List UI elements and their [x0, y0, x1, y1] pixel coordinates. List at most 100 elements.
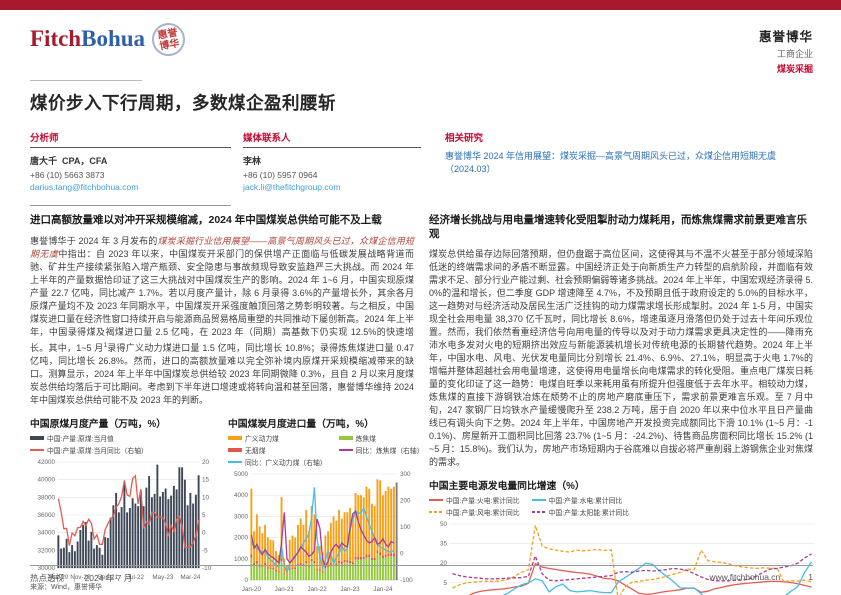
svg-text:40000: 40000 — [37, 476, 55, 483]
svg-text:100: 100 — [400, 524, 411, 531]
legend-line-swatch-icon — [429, 499, 443, 502]
analyst-name-row: 唐大千 CPA，CFA — [30, 154, 231, 167]
media-heading: 媒体联系人 — [243, 130, 421, 148]
header-meta: 惠誉博华 工商企业 煤炭采掘 — [759, 22, 813, 75]
svg-text:Jan-23: Jan-23 — [340, 586, 360, 593]
chart-title: 中国煤炭月度进口量（万吨，%） — [228, 418, 374, 430]
top-accent-bar — [0, 0, 841, 10]
svg-text:Jan-22: Jan-22 — [307, 586, 327, 593]
svg-text:38000: 38000 — [37, 494, 55, 501]
legend-item: 中国:产量:水电:累计同比 — [531, 495, 629, 505]
svg-text:32000: 32000 — [37, 547, 55, 554]
analyst-phone: +86 (10) 5663 3873 — [30, 170, 105, 180]
logo-fitch-text: Fitch — [30, 26, 82, 51]
svg-text:Nov-20: Nov-20 — [70, 574, 91, 581]
legend-line-swatch-icon — [429, 511, 443, 514]
chart-plot: -25-105203550Feb-20Aug-20Feb-21Aug-21Feb… — [429, 519, 815, 595]
right-section-heading: 经济增长挑战与用电量增速转化受阻掣肘动力煤耗用，而炼焦煤需求前景更难言乐观 — [429, 214, 807, 240]
svg-text:3000: 3000 — [234, 513, 249, 520]
svg-text:200: 200 — [400, 497, 411, 504]
legend-item: 中国:产量:原煤:当月值 — [30, 433, 148, 443]
charts-pair: 中国原煤月度产量（万吨，%） 中国:产量:原煤:当月值 中国:产量:原煤:当月同比… — [30, 416, 424, 595]
analysts-block: 分析师 唐大千 CPA，CFA +86 (10) 5663 3873 dariu… — [30, 130, 231, 192]
legend-item: 炼焦煤 — [338, 433, 424, 443]
media-name: 李林 — [243, 156, 262, 166]
chart-coal-monthly-imports: 中国煤炭月度进口量（万吨，%） 广义动力煤无烟煤同比：广义动力煤（右轴） 炼焦煤同… — [228, 416, 424, 595]
chart-legend: 广义动力煤无烟煤同比：广义动力煤（右轴） 炼焦煤同比：炼焦煤（右轴） — [228, 433, 424, 467]
svg-text:May-23: May-23 — [152, 574, 173, 581]
sector-label: 工商企业 — [776, 49, 813, 59]
svg-text:2000: 2000 — [234, 534, 249, 541]
chart-plot: 0 1000 2000 3000 4000 5000 -100 0 100 200 300 Jan-2… — [228, 469, 424, 593]
logo-bohua-text: Bohua — [81, 26, 146, 51]
industry-label: 煤炭采掘 — [776, 64, 813, 74]
svg-text:300: 300 — [400, 471, 411, 478]
legend-line-swatch-icon — [228, 460, 242, 463]
brand-name: 惠誉博华 — [758, 30, 813, 44]
svg-text:36000: 36000 — [37, 512, 55, 519]
bohua-seal-icon: 惠誉 博华 — [149, 19, 188, 59]
svg-text:Mar-20: Mar-20 — [48, 574, 68, 581]
related-link-text: 惠誉博华 2024 年信用展望：煤炭采掘—高景气周期风头已过，众煤企信用短期无虞 — [445, 151, 777, 161]
right-column: 经济增长挑战与用电量增速转化受阻掣肘动力煤耗用，而炼焦煤需求前景更难言乐观 煤炭… — [429, 214, 815, 595]
page-number: 1 — [808, 572, 813, 582]
analyst-credentials: CPA，CFA — [62, 156, 108, 166]
legend-line-swatch-icon — [531, 511, 546, 514]
media-phone: +86 (10) 5957 0964 — [243, 170, 318, 180]
related-research-block: 相关研究 惠誉博华 2024 年信用展望：煤炭采掘—高景气周期风头已过，众煤企信… — [445, 130, 813, 192]
legend-item: 无烟煤 — [228, 445, 327, 455]
svg-text:42000: 42000 — [37, 459, 55, 466]
analysts-heading: 分析师 — [30, 130, 231, 148]
title-divider — [30, 80, 142, 81]
svg-text:34000: 34000 — [37, 529, 55, 536]
right-body-paragraph: 煤炭总供给虽存边际回落预期，但仍盘踞于高位区间，这使得其与不温不火甚至于部分领域… — [429, 249, 813, 468]
svg-text:Jan-24: Jan-24 — [373, 586, 393, 593]
page-title: 煤价步入下行周期，多数煤企盈利腰斩 — [30, 93, 336, 113]
legend-item: 同比：广义动力煤（右轴） — [228, 457, 327, 467]
svg-text:Jan-21: Jan-21 — [275, 586, 295, 593]
related-research-link[interactable]: 惠誉博华 2024 年信用展望：煤炭采掘—高景气周期风头已过，众煤企信用短期无虞… — [445, 150, 813, 176]
left-body-paragraph: 惠誉博华于 2024 年 3 月发布的煤炭采掘行业信用展望——高景气周期风头已过… — [30, 235, 414, 405]
svg-text:0: 0 — [400, 550, 404, 557]
svg-text:20: 20 — [440, 560, 448, 567]
left-section-heading: 进口高额放量难以对冲开采规模缩减，2024 年中国煤炭总供给可能不及上载 — [30, 214, 382, 226]
chart-raw-coal-monthly-output: 中国原煤月度产量（万吨，%） 中国:产量:原煤:当月值 中国:产量:原煤:当月同比… — [30, 416, 216, 595]
footer-publication: 热点透视｜ 2024 年 7 月 — [30, 573, 133, 583]
legend-bar-swatch-icon — [228, 447, 242, 452]
chart-legend: 中国:产量:火电:累计同比 中国:产量:风电:累计同比 中国:产量:水电:累计同比中… — [429, 495, 813, 517]
legend-line-swatch-icon — [338, 448, 353, 451]
related-link-date: （2024.03） — [445, 164, 496, 175]
chart-power-generation-growth: 中国主要电源发电量同比增速（%） 中国:产量:火电:累计同比 中国:产量:风电:累… — [429, 478, 815, 595]
legend-item: 中国:产量:火电:累计同比 — [429, 495, 520, 505]
svg-text:20: 20 — [202, 459, 210, 466]
legend-item: 中国:产量:太阳能:累计同比 — [531, 507, 629, 517]
svg-text:5000: 5000 — [234, 471, 249, 478]
svg-text:Jul-22: Jul-22 — [127, 574, 145, 581]
chart-title: 中国主要电源发电量同比增速（%） — [429, 481, 585, 493]
legend-item: 同比：炼焦煤（右轴） — [338, 445, 424, 455]
analyst-name: 唐大千 — [30, 156, 58, 166]
page-footer: 热点透视｜ 2024 年 7 月 www.fitchbohua.cn 1 — [30, 565, 813, 584]
svg-text:-100: -100 — [400, 577, 413, 584]
svg-text:1000: 1000 — [234, 555, 249, 562]
svg-text:50: 50 — [440, 521, 448, 528]
media-contact-block: 媒体联系人 李林 +86 (10) 5957 0964 jack.li@thef… — [243, 130, 421, 192]
legend-item: 中国:产量:原煤:当月同比（右轴） — [30, 445, 148, 455]
media-email-link[interactable]: jack.li@thefitchgroup.com — [243, 182, 341, 192]
svg-text:0: 0 — [202, 529, 206, 536]
legend-item: 广义动力煤 — [228, 433, 327, 443]
legend-bar-swatch-icon — [30, 435, 44, 440]
svg-text:10: 10 — [202, 494, 210, 501]
footer-website-link[interactable]: www.fitchbohua.cn — [709, 572, 781, 582]
svg-text:Sep-21: Sep-21 — [98, 574, 119, 581]
analyst-email-link[interactable]: darius.tang@fitchbohua.com — [30, 182, 139, 192]
svg-text:-10: -10 — [202, 565, 212, 572]
svg-text:-5: -5 — [202, 547, 208, 554]
section-divider — [30, 205, 231, 206]
svg-text:0: 0 — [244, 577, 248, 584]
legend-bar-swatch-icon — [228, 435, 242, 440]
chart-title: 中国原煤月度产量（万吨，%） — [30, 418, 167, 430]
legend-item: 中国:产量:风电:累计同比 — [429, 507, 520, 517]
left-column: 进口高额放量难以对冲开采规模缩减，2024 年中国煤炭总供给可能不及上载 惠誉博… — [30, 214, 424, 595]
